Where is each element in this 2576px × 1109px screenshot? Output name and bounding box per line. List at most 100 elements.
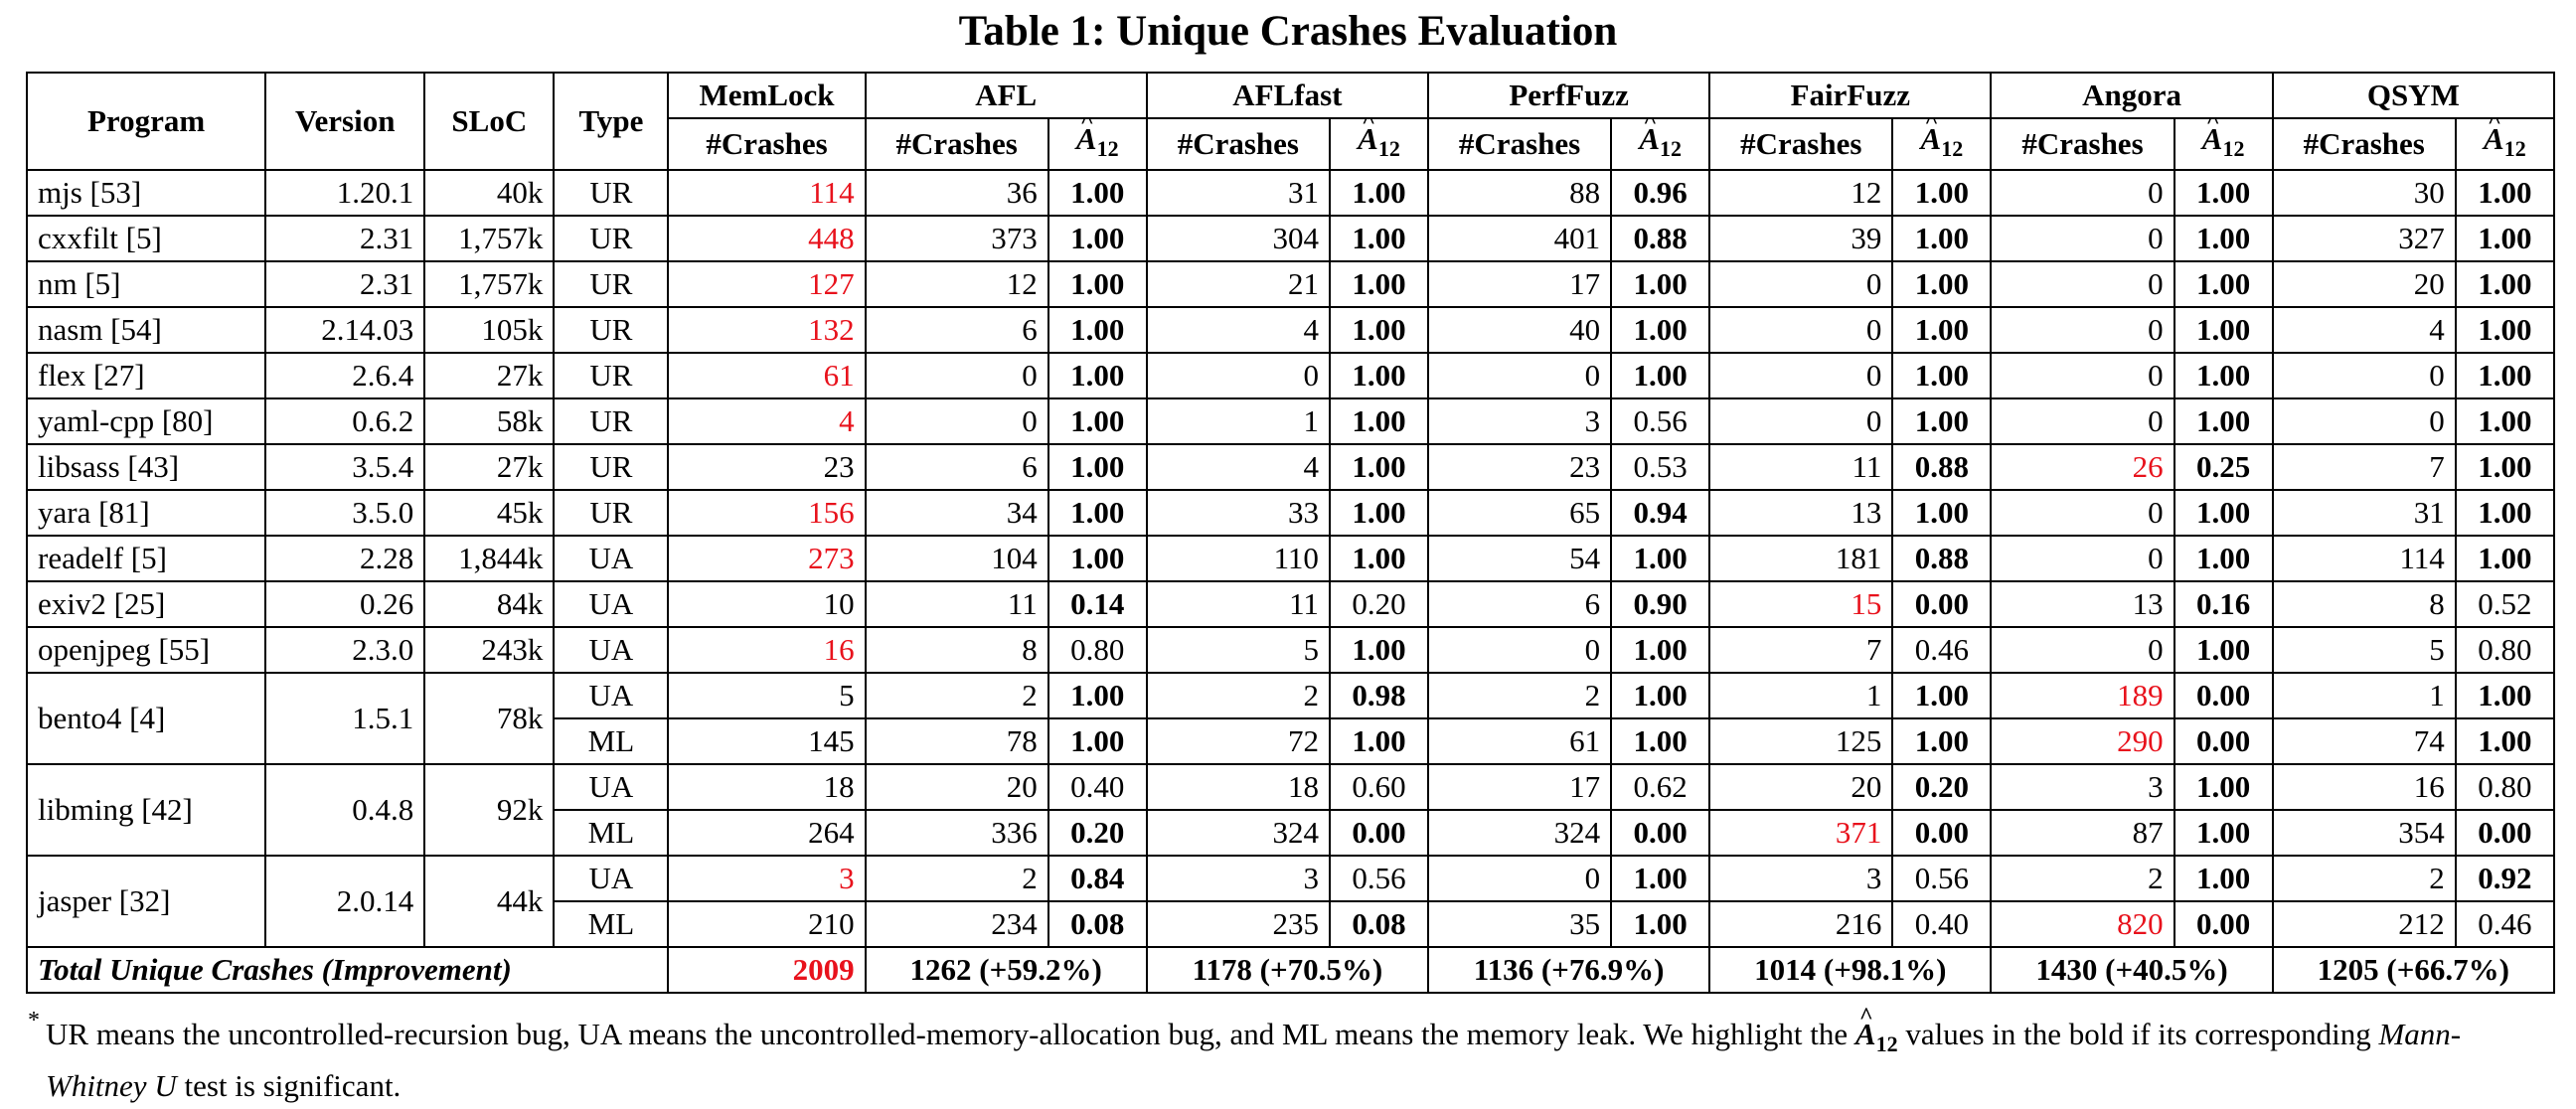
cell-sloc: 58k: [423, 397, 556, 446]
cell-a12: 0.08: [1046, 900, 1148, 949]
cell-a12: 1.00: [1328, 397, 1430, 446]
table-title: Table 1: Unique Crashes Evaluation: [958, 8, 1618, 55]
cell-a12: 1.00: [2173, 306, 2274, 355]
cell-program: nm [5]: [25, 260, 267, 309]
cell-crashes: 21: [1145, 260, 1331, 309]
cell-crashes: 36: [864, 169, 1049, 218]
cell-a12: 1.00: [2454, 672, 2556, 720]
cell-crashes: 8: [864, 626, 1049, 675]
cell-sloc: 27k: [423, 352, 556, 400]
cell-crashes: 0: [1990, 352, 2175, 400]
cell-a12: 1.00: [2173, 169, 2274, 218]
cell-crashes: 181: [1708, 535, 1894, 583]
header-crashes: #Crashes: [1708, 116, 1894, 172]
header-tool: Angora: [1990, 72, 2274, 119]
header-tool: FairFuzz: [1708, 72, 1993, 119]
cell-crashes: 0: [2271, 352, 2457, 400]
cell-crashes: 4: [1145, 443, 1331, 492]
cell-a12: 1.00: [1046, 672, 1148, 720]
cell-a12: 1.00: [1610, 672, 1711, 720]
cell-program: jasper [32]: [25, 855, 267, 949]
cell-program: yaml-cpp [80]: [25, 397, 267, 446]
cell-type: ML: [553, 809, 670, 858]
cell-crashes: 20: [864, 763, 1049, 812]
cell-a12: 0.80: [2454, 626, 2556, 675]
cell-a12: 0.52: [2454, 580, 2556, 629]
cell-a12: 0.20: [1046, 809, 1148, 858]
table-row: ML 210 234 0.08 235 0.08 35 1.00 216 0.40 820 0.00 2…: [27, 900, 2556, 949]
cell-crashes: 2: [1426, 672, 1613, 720]
cell-type: UA: [553, 535, 670, 583]
cell-a12: 1.00: [2454, 169, 2556, 218]
header-sloc: SLoC: [423, 71, 556, 172]
cell-a12: 0.94: [1610, 489, 1711, 538]
cell-crashes: 2: [1990, 855, 2175, 903]
cell-crashes: 31: [1145, 169, 1331, 218]
header-tool: PerfFuzz: [1426, 72, 1711, 119]
cell-a12: 1.00: [1891, 260, 1993, 309]
cell-a12: 0.84: [1046, 855, 1148, 903]
cell-sloc: 1,844k: [423, 535, 556, 583]
cell-memlock-crashes: 132: [667, 306, 867, 355]
cell-crashes: 5: [2271, 626, 2457, 675]
a12-header: A12: [1358, 120, 1400, 161]
header-a12: A12: [1328, 116, 1430, 172]
cell-crashes: 1: [1145, 397, 1331, 446]
footnote-marker: *: [28, 1008, 40, 1033]
cell-type: UR: [553, 260, 670, 309]
cell-a12: 0.00: [2173, 717, 2274, 766]
cell-a12: 1.00: [1891, 489, 1993, 538]
cell-a12: 1.00: [1046, 306, 1148, 355]
cell-crashes: 2: [1145, 672, 1331, 720]
cell-a12: 0.00: [1891, 809, 1993, 858]
table-row: ML 264 336 0.20 324 0.00 324 0.00 371 0.00 87 1.00 3…: [27, 809, 2556, 858]
table-row: libming [42] 0.4.8 92k UA 18 20 0.40 18 0.60 17 0.…: [25, 763, 2556, 858]
total-tool: 1136 (+76.9%): [1426, 946, 1711, 995]
cell-a12: 1.00: [1610, 535, 1711, 583]
cell-type: ML: [553, 900, 670, 949]
cell-crashes: 0: [1145, 352, 1331, 400]
cell-type: UA: [553, 580, 670, 629]
cell-crashes: 12: [864, 260, 1049, 309]
cell-version: 2.0.14: [264, 855, 426, 949]
cell-version: 2.28: [264, 535, 426, 583]
total-memlock: 2009: [667, 946, 867, 995]
cell-crashes: 11: [1708, 443, 1894, 492]
cell-a12: 1.00: [2173, 535, 2274, 583]
cell-a12: 0.20: [1328, 580, 1430, 629]
cell-memlock-crashes: 156: [667, 489, 867, 538]
cell-version: 3.5.4: [264, 443, 426, 492]
cell-version: 1.20.1: [264, 169, 426, 218]
cell-type: UA: [553, 672, 670, 720]
footnote-text-3: test is significant.: [176, 1068, 402, 1104]
cell-crashes: 87: [1990, 809, 2175, 858]
cell-crashes: 12: [1708, 169, 1894, 218]
header-crashes: #Crashes: [667, 116, 867, 172]
cell-sloc: 92k: [423, 763, 556, 858]
cell-crashes: 20: [2271, 260, 2457, 309]
cell-a12: 1.00: [1328, 215, 1430, 263]
header-crashes: #Crashes: [1990, 116, 2175, 172]
cell-type: ML: [553, 717, 670, 766]
cell-crashes: 23: [1426, 443, 1613, 492]
cell-crashes: 5: [1145, 626, 1331, 675]
cell-crashes: 6: [1426, 580, 1613, 629]
cell-a12: 1.00: [1328, 169, 1430, 218]
cell-crashes: 324: [1426, 809, 1613, 858]
cell-crashes: 61: [1426, 717, 1613, 766]
cell-crashes: 0: [1708, 352, 1894, 400]
cell-a12: 1.00: [1610, 260, 1711, 309]
cell-crashes: 1: [1708, 672, 1894, 720]
cell-a12: 1.00: [1328, 260, 1430, 309]
cell-type: UR: [553, 352, 670, 400]
cell-crashes: 11: [864, 580, 1049, 629]
cell-a12: 0.80: [1046, 626, 1148, 675]
cell-a12: 0.00: [2454, 809, 2556, 858]
cell-crashes: 0: [1708, 260, 1894, 309]
cell-a12: 1.00: [2173, 626, 2274, 675]
cell-a12: 0.88: [1610, 215, 1711, 263]
cell-crashes: 20: [1708, 763, 1894, 812]
crashes-table: Program Version SLoC Type MemLock AFL AFLfast P…: [25, 71, 2556, 995]
cell-crashes: 354: [2271, 809, 2457, 858]
cell-crashes: 39: [1708, 215, 1894, 263]
